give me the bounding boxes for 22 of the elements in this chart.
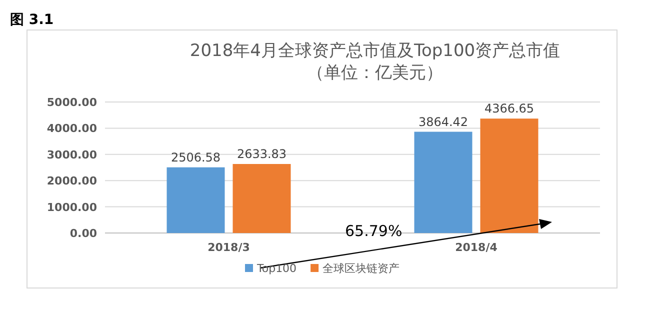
x-tick-label: 2018/4 [455,241,498,254]
x-tick-label: 2018/3 [208,241,250,254]
data-label: 4366.65 [484,102,534,116]
data-label: 2633.83 [236,146,287,161]
data-label: 3864.42 [418,114,468,129]
bar [166,167,225,233]
y-tick-label: 2000.00 [46,174,98,188]
y-tick-label: 1000.00 [46,200,98,214]
data-label: 2506.58 [170,150,221,164]
legend-label: Top100 [256,262,297,275]
legend-label: 全球区块链资产 [322,262,400,275]
bar [480,118,538,233]
y-tick-label: 0.00 [70,227,98,240]
bar [414,132,472,233]
y-tick-label: 4000.00 [46,122,98,136]
y-tick-label: 3000.00 [46,148,98,162]
y-tick-label: 5000.00 [46,96,98,109]
chart-subtitle: （单位：亿美元） [307,63,443,83]
annotation: 65.79% [345,222,402,240]
chart-title: 2018年4月全球资产总市值及Top100资产总市值 [190,41,560,61]
caption: 图 3.1 [10,12,54,28]
bar [232,164,291,233]
